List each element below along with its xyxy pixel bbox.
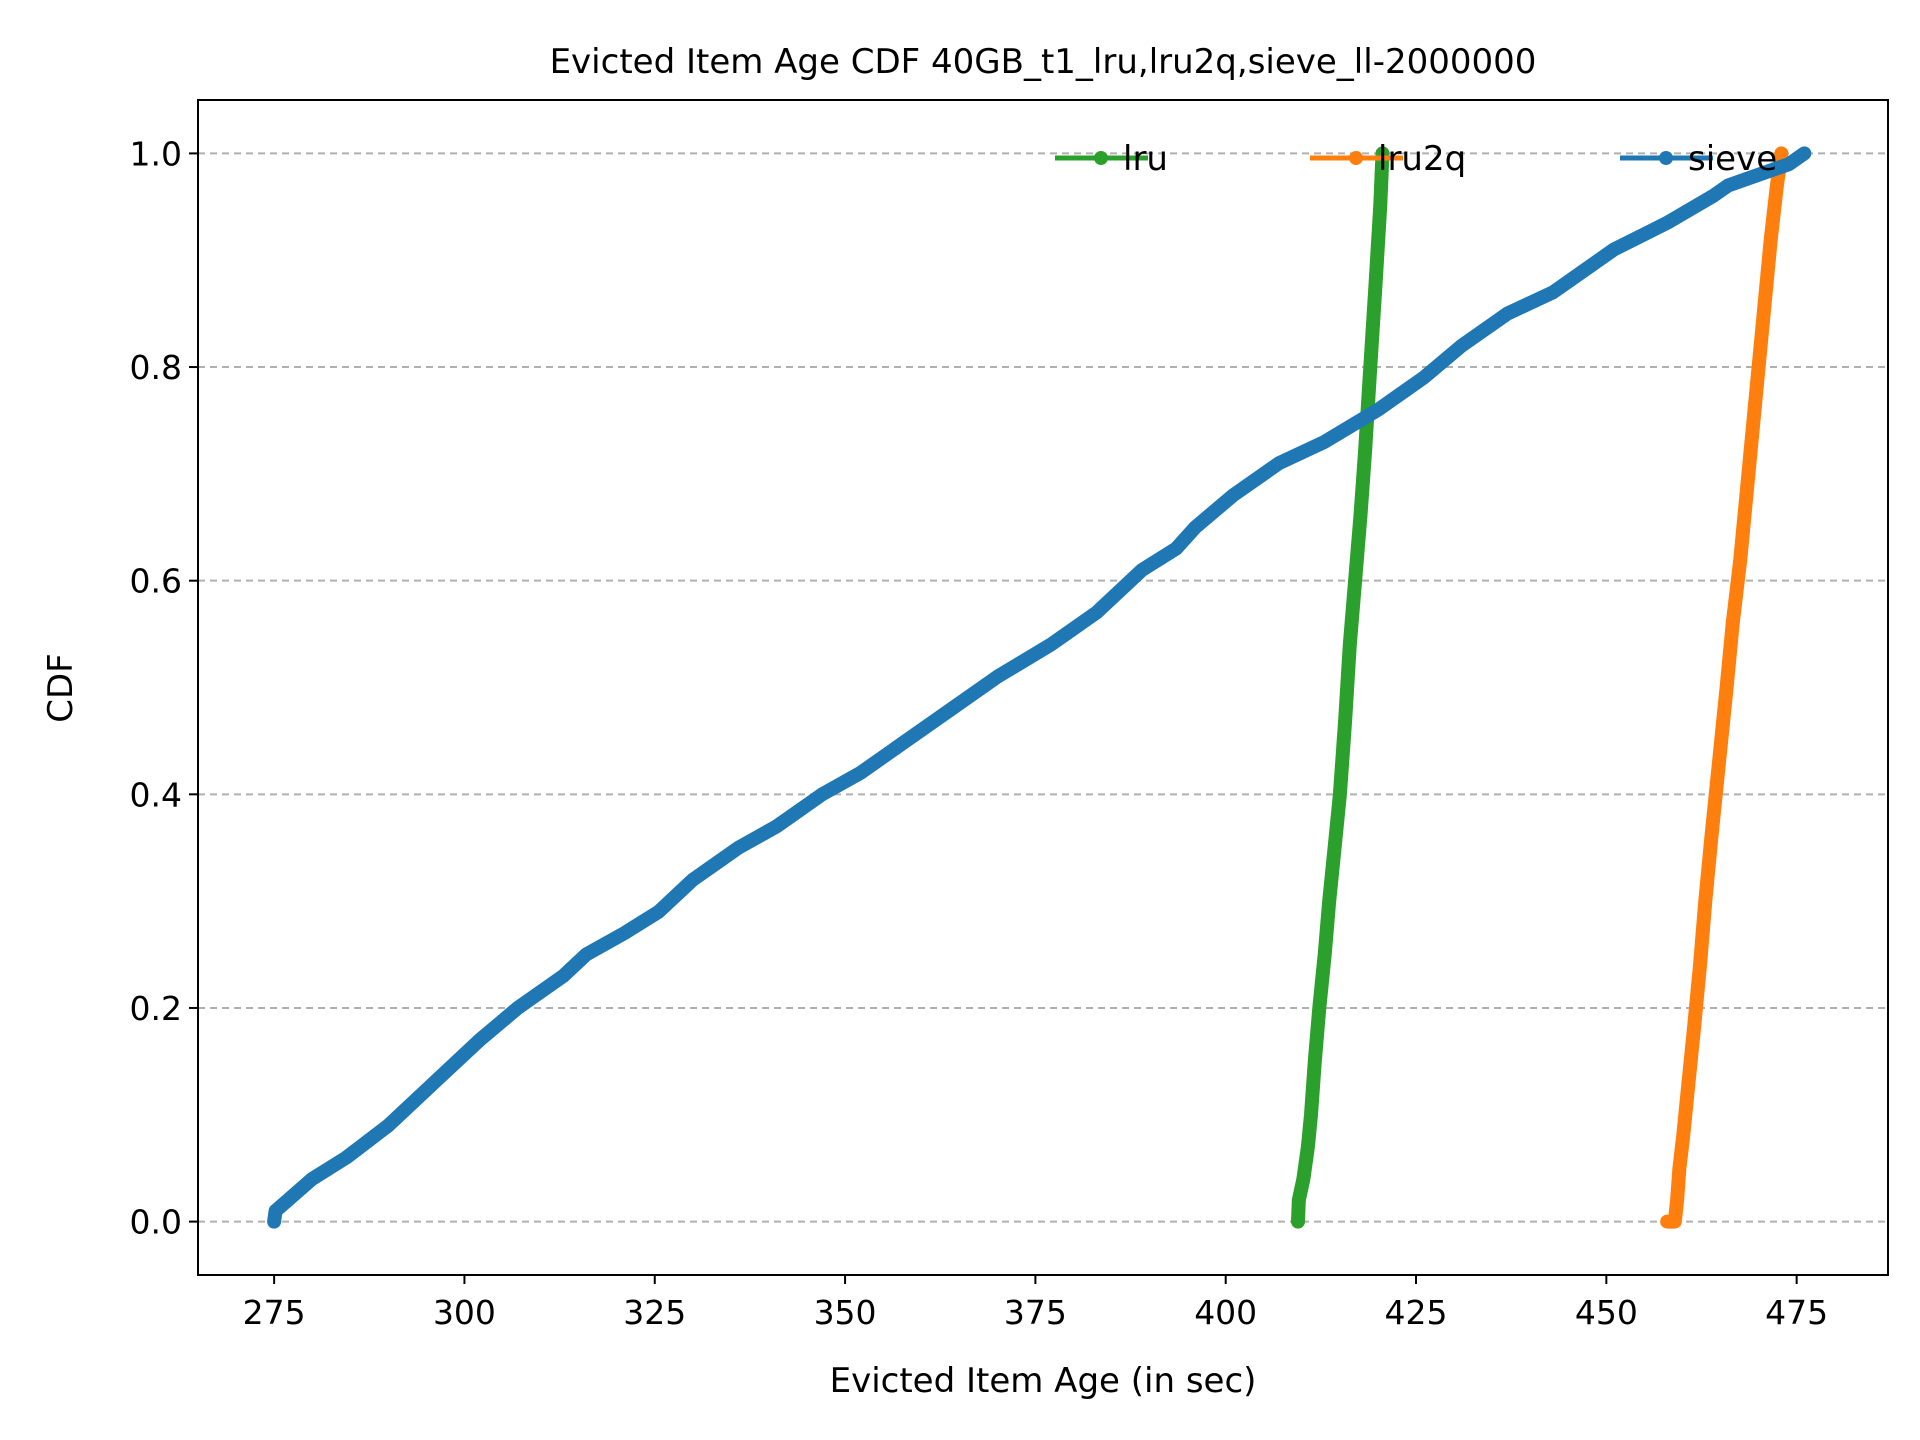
series-lines [267,146,1812,1229]
x-tick-label: 300 [433,1293,496,1332]
x-tick-label: 400 [1194,1293,1257,1332]
x-tick-label: 275 [243,1293,306,1332]
y-tick-label: 1.0 [130,134,182,173]
legend-marker [1349,151,1363,165]
x-tick-label: 450 [1575,1293,1638,1332]
x-tick-label: 350 [814,1293,877,1332]
x-axis-ticks: 275 300 325 350 375 400 425 450 475 [243,1275,1828,1332]
legend-label: sieve [1688,139,1777,179]
y-tick-label: 0.8 [130,348,182,387]
series-line-lru2q [1660,146,1789,1229]
y-tick-label: 0.6 [130,562,182,601]
y-tick-label: 0.2 [130,989,182,1028]
legend-item-sieve: sieve [1620,139,1777,179]
gridlines [198,152,1888,1223]
x-tick-label: 475 [1765,1293,1828,1332]
legend-item-lru: lru [1055,139,1168,179]
series-line-lru [1291,146,1390,1229]
legend-marker [1094,151,1108,165]
legend-marker [1659,151,1673,165]
legend: lru lru2q sieve [1055,139,1777,179]
plot-frame [197,99,1889,1276]
legend-label: lru [1123,139,1168,179]
x-tick-label: 325 [623,1293,686,1332]
x-axis-label: Evicted Item Age (in sec) [830,1361,1257,1401]
y-tick-label: 0.0 [130,1203,182,1242]
legend-label: lru2q [1378,139,1466,179]
y-axis-ticks: 0.0 0.2 0.4 0.6 0.8 1.0 [130,134,198,1242]
x-tick-label: 375 [1004,1293,1067,1332]
x-tick-label: 425 [1385,1293,1448,1332]
legend-item-lru2q: lru2q [1310,139,1466,179]
chart-title: Evicted Item Age CDF 40GB_t1_lru,lru2q,s… [550,42,1537,82]
y-tick-label: 0.4 [130,775,182,814]
series-line-sieve [267,146,1812,1229]
y-axis-label: CDF [41,653,81,722]
